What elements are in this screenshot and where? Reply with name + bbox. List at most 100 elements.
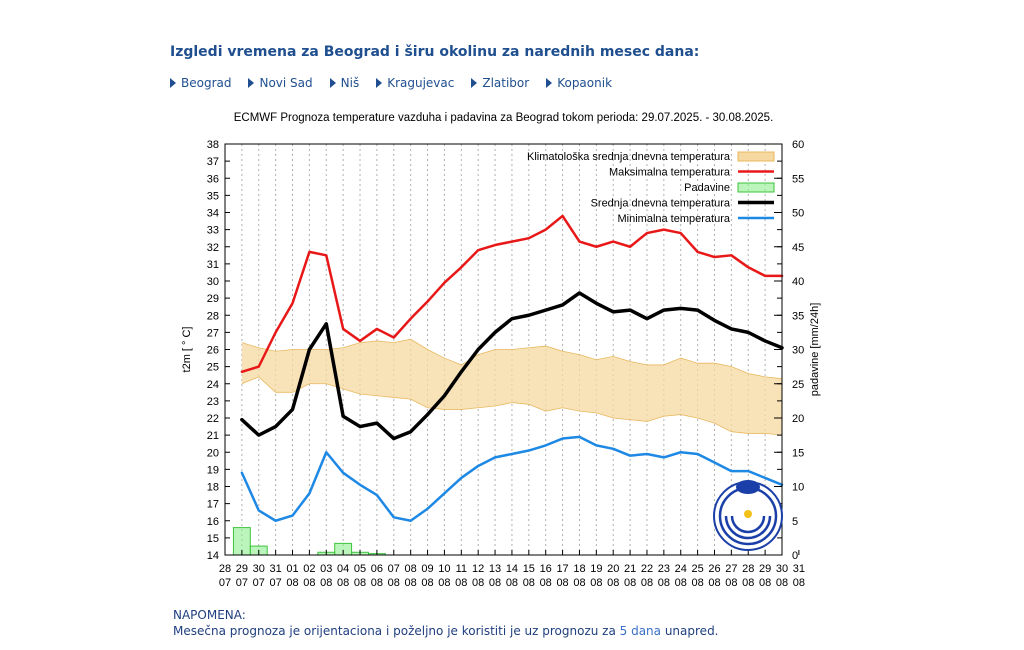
- x-tick-label-day: 28: [742, 563, 754, 575]
- legend-swatch-precip: [737, 182, 775, 193]
- arrow-right-icon: [248, 78, 255, 88]
- x-tick-label-day: 14: [506, 563, 518, 575]
- x-tick-label-day: 28: [219, 563, 231, 575]
- x-tick-label-month: 08: [523, 577, 535, 589]
- x-tick-label-day: 30: [776, 563, 788, 575]
- logo-sun: [744, 510, 752, 518]
- x-tick-label-month: 08: [691, 577, 703, 589]
- y-tick-label: 33: [207, 225, 219, 237]
- arrow-right-icon: [170, 78, 176, 88]
- city-links: Beograd Novi Sad Niš Kragujevac Zlatibor…: [170, 76, 612, 90]
- link-novi-sad[interactable]: Novi Sad: [248, 76, 313, 90]
- y-tick-label: 27: [207, 327, 219, 339]
- x-tick-label-month: 08: [303, 577, 315, 589]
- x-tick-label-month: 07: [270, 577, 282, 589]
- link-nis[interactable]: Niš: [329, 76, 359, 90]
- arrow-right-icon: [329, 78, 336, 88]
- x-tick-label-month: 08: [641, 577, 653, 589]
- x-tick-label-month: 08: [286, 577, 298, 589]
- y2-tick-label: 20: [792, 413, 804, 425]
- x-tick-label-month: 08: [675, 577, 687, 589]
- legend-label: Maksimalna temperatura: [609, 167, 731, 179]
- y-tick-label: 26: [207, 345, 219, 357]
- y2-tick-label: 50: [792, 208, 804, 220]
- x-tick-label-day: 03: [320, 563, 332, 575]
- x-tick-label-month: 08: [725, 577, 737, 589]
- x-tick-label-day: 22: [641, 563, 653, 575]
- x-tick-label-day: 25: [691, 563, 703, 575]
- x-tick-label-month: 08: [472, 577, 484, 589]
- y2-tick-label: 35: [792, 310, 804, 322]
- legend-label: Minimalna temperatura: [618, 213, 731, 225]
- y2-tick-label: 45: [792, 242, 804, 254]
- x-tick-label-day: 26: [708, 563, 720, 575]
- x-tick-label-month: 08: [556, 577, 568, 589]
- link-kopaonik[interactable]: Kopaonik: [546, 76, 612, 90]
- arrow-right-icon: [546, 78, 553, 88]
- y-tick-label: 24: [207, 379, 219, 391]
- x-tick-label-day: 05: [354, 563, 366, 575]
- x-tick-label-month: 08: [658, 577, 670, 589]
- logo-cloud: [736, 480, 760, 494]
- y-tick-label: 35: [207, 190, 219, 202]
- x-tick-label-day: 29: [759, 563, 771, 575]
- x-tick-label-day: 12: [472, 563, 484, 575]
- y-tick-label: 37: [207, 156, 219, 168]
- x-tick-label-month: 08: [455, 577, 467, 589]
- x-tick-label-month: 07: [253, 577, 265, 589]
- y2-tick-label: 5: [792, 516, 798, 528]
- y-tick-label: 19: [207, 464, 219, 476]
- rhmz-logo-icon: [713, 480, 783, 551]
- x-tick-label-month: 08: [506, 577, 518, 589]
- y-tick-label: 32: [207, 242, 219, 254]
- y-tick-label: 29: [207, 293, 219, 305]
- x-tick-label-month: 08: [708, 577, 720, 589]
- x-tick-label-month: 07: [219, 577, 231, 589]
- x-tick-label-day: 07: [388, 563, 400, 575]
- x-tick-label-day: 13: [489, 563, 501, 575]
- chart-title: ECMWF Prognoza temperature vazduha i pad…: [234, 112, 774, 124]
- y-tick-label: 30: [207, 276, 219, 288]
- y2-axis-label: padavine [mm/24h]: [809, 303, 821, 397]
- y2-tick-label: 0: [792, 550, 798, 562]
- y2-tick-label: 55: [792, 173, 804, 185]
- max-temp-line: [240, 214, 784, 374]
- x-tick-label-day: 29: [236, 563, 248, 575]
- y-tick-label: 36: [207, 173, 219, 185]
- forecast-chart: ECMWF Prognoza temperature vazduha i pad…: [181, 112, 821, 589]
- y-tick-label: 14: [207, 550, 219, 562]
- link-zlatibor[interactable]: Zlatibor: [471, 76, 529, 90]
- x-tick-label-month: 07: [236, 577, 248, 589]
- x-tick-label-month: 08: [405, 577, 417, 589]
- x-tick-label-day: 31: [793, 563, 805, 575]
- climatology-band: [241, 339, 782, 436]
- note-text: Mesečna prognoza je orijentaciona i pože…: [173, 624, 719, 638]
- legend-label: Klimatološka srednja dnevna temperatura: [527, 151, 731, 163]
- legend-label: Srednja dnevna temperatura: [591, 198, 731, 210]
- y2-tick-label: 15: [792, 447, 804, 459]
- x-tick-label-month: 08: [573, 577, 585, 589]
- y-tick-label: 31: [207, 259, 219, 271]
- x-tick-label-month: 08: [438, 577, 450, 589]
- x-tick-label-day: 30: [253, 563, 265, 575]
- logo-arc: [724, 515, 772, 540]
- x-tick-label-month: 08: [624, 577, 636, 589]
- x-tick-label-day: 18: [573, 563, 585, 575]
- x-tick-label-day: 15: [523, 563, 535, 575]
- y2-tick-label: 25: [792, 379, 804, 391]
- x-tick-label-month: 08: [540, 577, 552, 589]
- min-temp-line: [240, 435, 784, 522]
- y-tick-label: 34: [207, 208, 219, 220]
- x-tick-label-month: 08: [742, 577, 754, 589]
- y-tick-label: 17: [207, 499, 219, 511]
- link-beograd[interactable]: Beograd: [170, 76, 231, 90]
- climatology-lower-edge: [241, 376, 783, 436]
- link-kragujevac[interactable]: Kragujevac: [376, 76, 454, 90]
- x-tick-label-month: 08: [421, 577, 433, 589]
- x-tick-label-day: 02: [303, 563, 315, 575]
- y-tick-label: 20: [207, 447, 219, 459]
- y-tick-label: 18: [207, 482, 219, 494]
- x-tick-label-month: 08: [590, 577, 602, 589]
- legend-label: Padavine: [684, 182, 730, 194]
- y2-tick-label: 30: [792, 345, 804, 357]
